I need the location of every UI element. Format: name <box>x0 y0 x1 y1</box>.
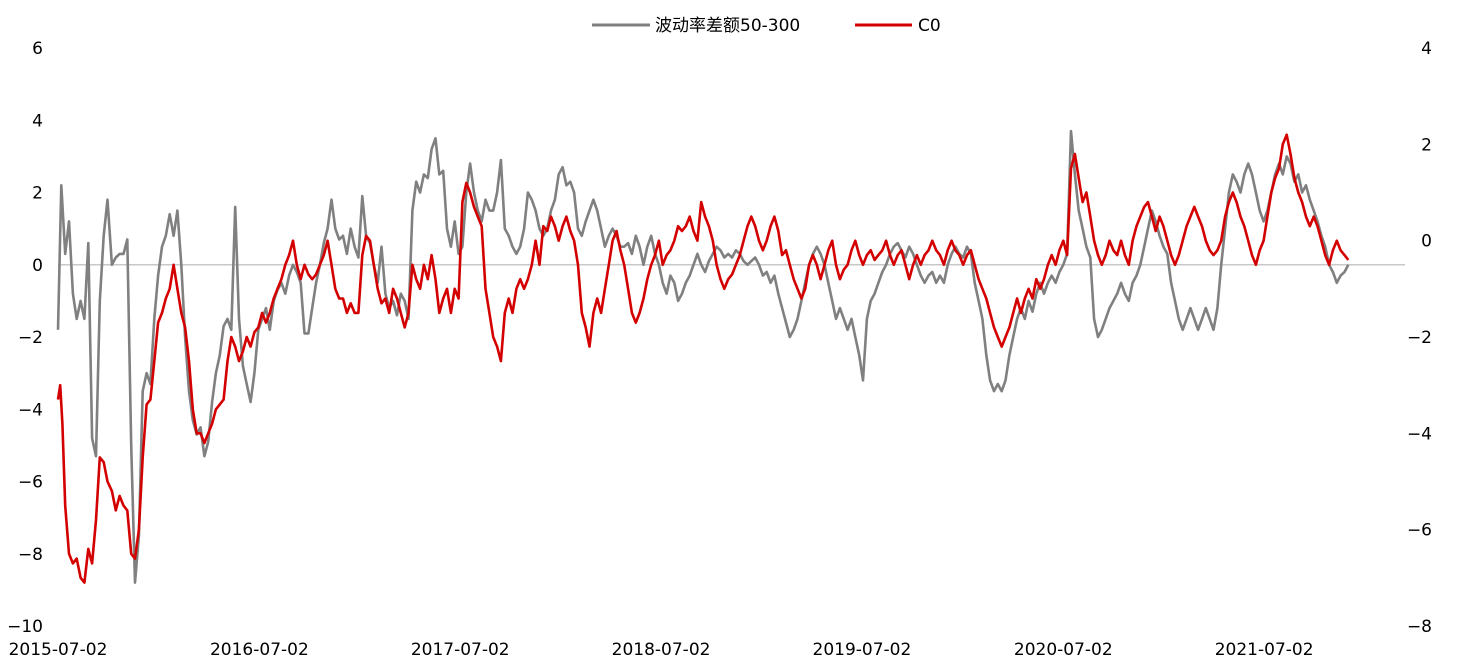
left-y-axis: 6 4 2 0 −2 −4 −6 −8 −10 <box>7 39 43 637</box>
legend: 波动率差额50-300 C0 <box>592 16 941 36</box>
x-tick-label: 2018-07-02 <box>612 640 711 660</box>
right-y-tick-label: 0 <box>1421 232 1432 252</box>
left-y-tick-label: 6 <box>32 39 43 59</box>
right-y-tick-label: −8 <box>1407 617 1432 637</box>
x-tick-label: 2016-07-02 <box>210 640 309 660</box>
x-tick-label: 2021-07-02 <box>1215 640 1314 660</box>
right-y-tick-label: 2 <box>1421 135 1432 155</box>
left-y-tick-label: 2 <box>32 184 43 204</box>
left-y-tick-label: −6 <box>18 473 43 493</box>
left-y-tick-label: −2 <box>18 328 43 348</box>
x-tick-label: 2019-07-02 <box>813 640 912 660</box>
series-line-2 <box>56 133 1350 584</box>
legend-label-series-1: 波动率差额50-300 <box>655 16 800 36</box>
left-y-tick-label: 0 <box>32 256 43 276</box>
right-y-tick-label: −4 <box>1407 424 1432 444</box>
legend-label-series-2: C0 <box>918 16 941 36</box>
x-axis: 2015-07-02 2016-07-02 2017-07-02 2018-07-02… <box>9 640 1314 660</box>
series-line-1 <box>56 129 1350 584</box>
right-y-tick-label: 4 <box>1421 39 1432 59</box>
left-y-tick-label: 4 <box>32 111 43 131</box>
right-y-tick-label: −2 <box>1407 328 1432 348</box>
left-y-tick-label: −4 <box>18 400 43 420</box>
right-y-tick-label: −6 <box>1407 521 1432 541</box>
series-layer <box>56 129 1350 584</box>
x-tick-label: 2020-07-02 <box>1014 640 1113 660</box>
x-tick-label: 2015-07-02 <box>9 640 108 660</box>
right-y-axis: 4 2 0 −2 −4 −6 −8 <box>1407 39 1432 637</box>
left-y-tick-label: −10 <box>7 617 43 637</box>
x-tick-label: 2017-07-02 <box>411 640 510 660</box>
left-y-tick-label: −8 <box>18 545 43 565</box>
